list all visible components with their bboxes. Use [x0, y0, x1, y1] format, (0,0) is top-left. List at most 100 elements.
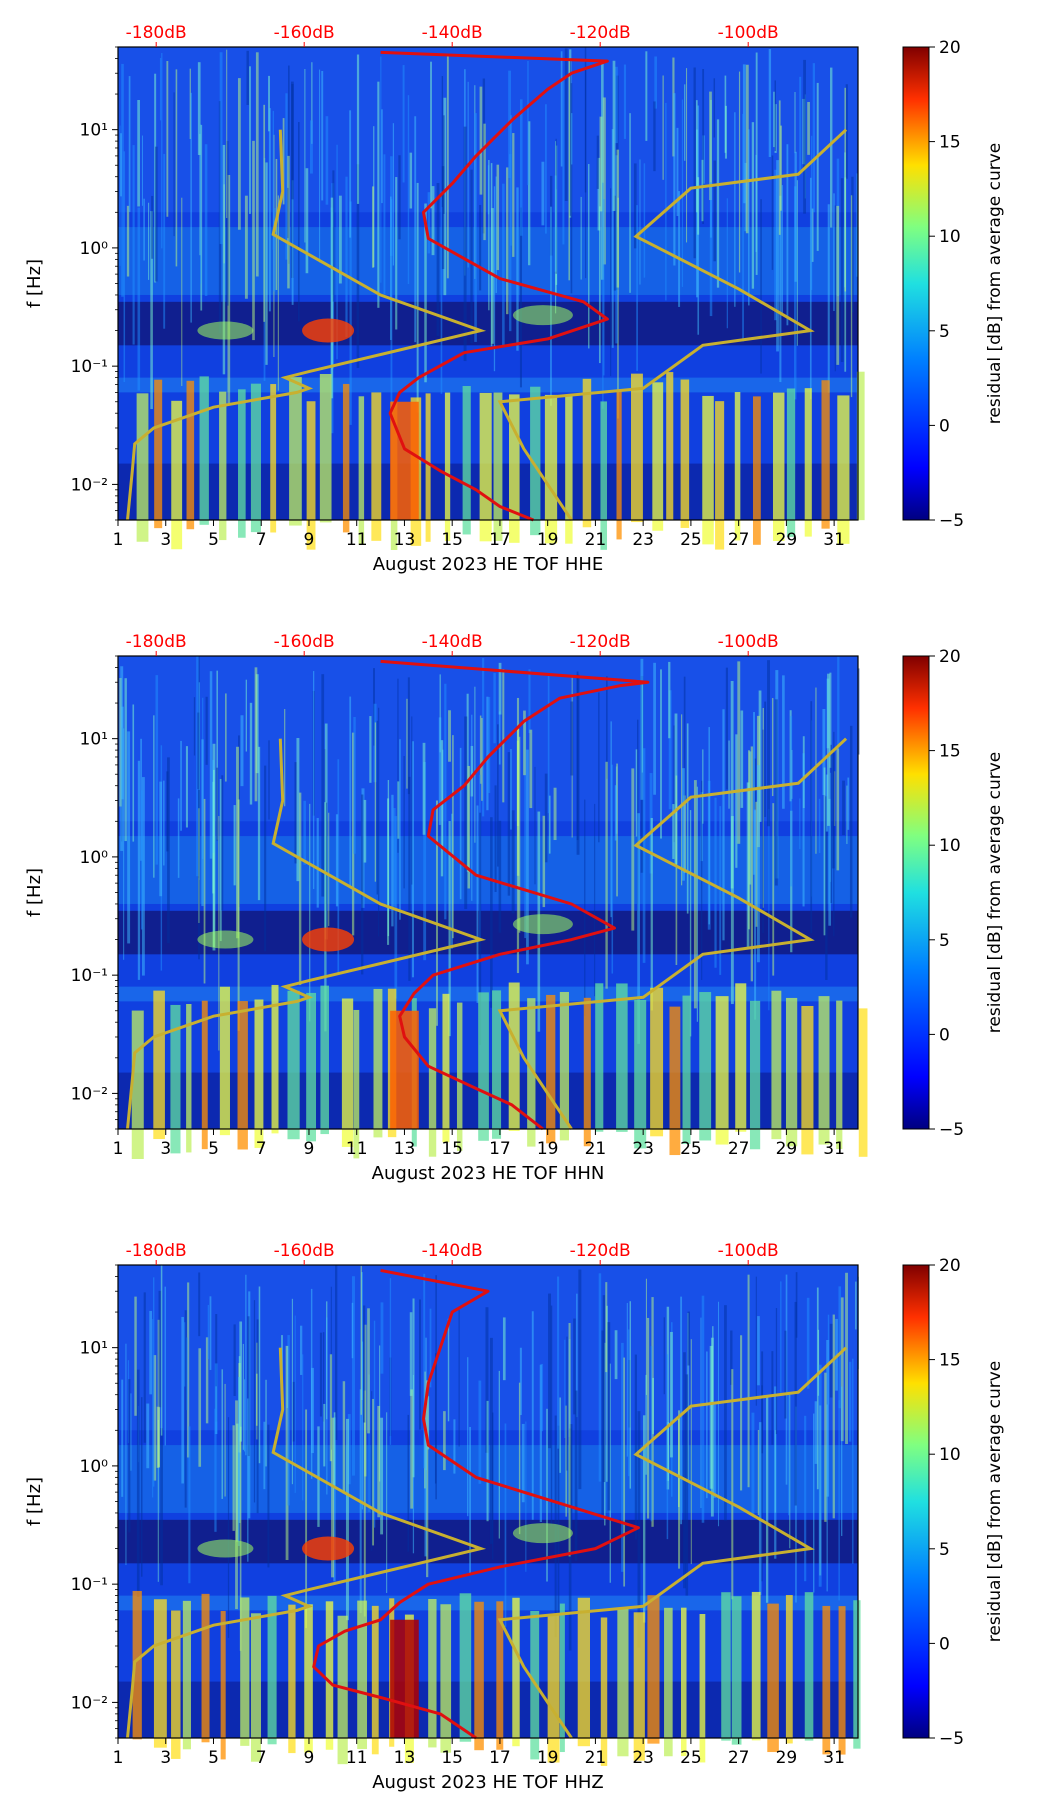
x-tick-label: 9 — [304, 530, 315, 550]
streak — [458, 1309, 460, 1447]
streak — [845, 84, 848, 179]
x-tick-label: 1 — [113, 1748, 124, 1768]
low-freq-column — [559, 1603, 565, 1753]
streak — [255, 1373, 258, 1426]
streak — [756, 765, 760, 963]
streak — [765, 1395, 769, 1603]
streak — [855, 1281, 857, 1330]
streak — [351, 1302, 354, 1359]
streak — [424, 1420, 427, 1557]
x-tick-label: 9 — [304, 1139, 315, 1159]
streak — [351, 1276, 355, 1476]
streak — [209, 1296, 212, 1370]
streak — [490, 817, 493, 1008]
streak — [642, 748, 646, 963]
low-freq-column — [337, 1615, 348, 1765]
y-tick-label: 10⁰ — [80, 848, 109, 868]
streak — [823, 767, 826, 936]
streak — [369, 716, 372, 783]
low-freq-column — [838, 1606, 846, 1755]
streak — [496, 164, 500, 271]
streak — [498, 1370, 500, 1539]
colorbar-tick-label: 10 — [939, 1445, 961, 1465]
streak — [487, 697, 491, 794]
streak — [485, 1307, 489, 1453]
x-tick-label: 19 — [537, 530, 559, 550]
low-freq-column — [647, 1595, 660, 1744]
streak — [364, 1324, 367, 1477]
streak — [782, 675, 785, 809]
streak — [672, 804, 675, 859]
streak — [345, 176, 348, 338]
streak — [716, 119, 720, 288]
streak — [498, 820, 502, 933]
low-freq-column — [320, 985, 329, 1135]
low-freq-column — [474, 1601, 484, 1751]
streak — [628, 1359, 631, 1428]
streak — [844, 87, 847, 292]
streak — [840, 178, 844, 363]
streak — [120, 133, 122, 197]
low-freq-column — [616, 983, 628, 1132]
streak — [818, 1364, 822, 1587]
low-freq-column — [342, 383, 350, 533]
streak — [755, 801, 758, 927]
streak — [775, 1308, 778, 1435]
low-freq-column — [371, 1605, 379, 1755]
streak — [407, 95, 410, 284]
streak — [574, 1390, 578, 1561]
streak — [607, 1322, 611, 1511]
streak — [373, 1320, 376, 1528]
y-tick-label: 10¹ — [80, 121, 108, 141]
streak — [708, 727, 710, 925]
y-axis-label: f [Hz] — [24, 1477, 45, 1526]
streak — [479, 86, 483, 195]
streak — [758, 690, 762, 822]
streak — [494, 785, 497, 892]
streak — [510, 115, 512, 246]
streak — [443, 115, 445, 214]
low-freq-column — [577, 1597, 591, 1747]
streak — [735, 734, 738, 868]
streak — [161, 53, 163, 249]
low-freq-column — [288, 1604, 296, 1754]
streak — [810, 701, 813, 934]
streak — [519, 207, 522, 388]
streak — [361, 1341, 364, 1510]
low-freq-column — [325, 1601, 334, 1750]
streak — [447, 1318, 450, 1422]
streak — [121, 63, 124, 297]
streak — [730, 816, 734, 1005]
streak — [747, 1274, 750, 1488]
streak — [523, 710, 526, 776]
streak — [184, 1310, 187, 1508]
streak — [418, 1299, 422, 1430]
low-freq-column — [171, 1610, 181, 1759]
low-freq-column — [462, 386, 471, 535]
streak — [836, 748, 840, 871]
streak — [378, 707, 380, 937]
streak — [665, 102, 667, 301]
low-freq-column — [136, 393, 149, 542]
x-tick-label: 21 — [585, 1139, 607, 1159]
streak — [602, 1295, 606, 1483]
streak — [123, 151, 126, 383]
hot-region — [390, 1010, 419, 1129]
streak — [143, 1292, 146, 1443]
streak — [701, 1295, 705, 1523]
streak — [160, 1428, 163, 1586]
low-freq-column — [699, 992, 712, 1141]
streak — [402, 65, 405, 183]
streak — [713, 78, 716, 138]
low-freq-column — [182, 1600, 191, 1750]
colorbar-tick-label: 20 — [939, 647, 961, 667]
streak — [686, 68, 688, 243]
colorbar-tick-label: 15 — [939, 742, 961, 762]
streak — [141, 777, 145, 976]
colorbar-tick-label: 0 — [939, 1025, 950, 1045]
streak — [516, 697, 520, 826]
streak — [761, 1385, 763, 1582]
streak — [497, 724, 499, 867]
streak — [749, 751, 752, 885]
hot-region — [390, 401, 419, 520]
